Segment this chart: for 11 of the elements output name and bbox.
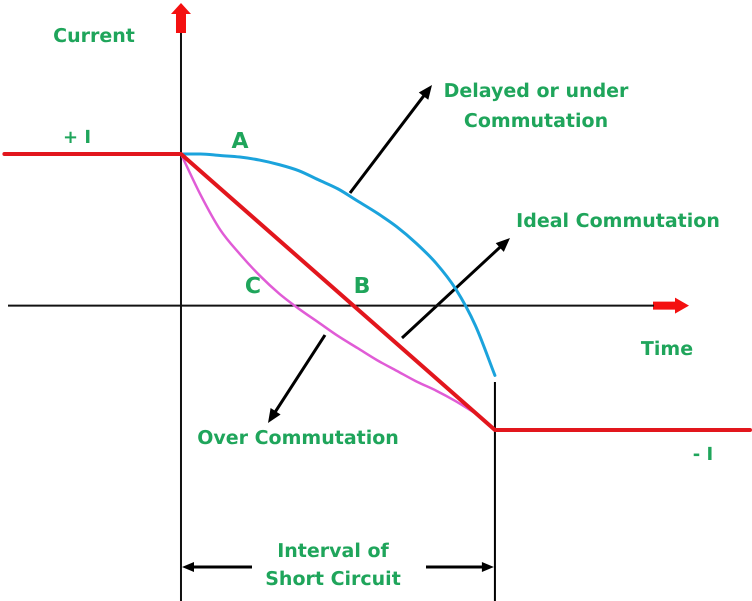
annotation: Ideal Commutation	[516, 210, 720, 232]
annotation: C	[244, 274, 262, 299]
annotation: A	[231, 129, 249, 154]
text: Current	[53, 25, 135, 47]
annotation: Over Commutation	[197, 427, 399, 449]
x-axis-title: Time	[640, 338, 694, 360]
text: Interval of Short Circuit	[265, 540, 401, 590]
text: Delayed or under Commutation	[444, 80, 630, 132]
annotation: - I	[692, 444, 714, 465]
annotation: B	[354, 274, 370, 299]
annotation: + I	[62, 127, 92, 148]
